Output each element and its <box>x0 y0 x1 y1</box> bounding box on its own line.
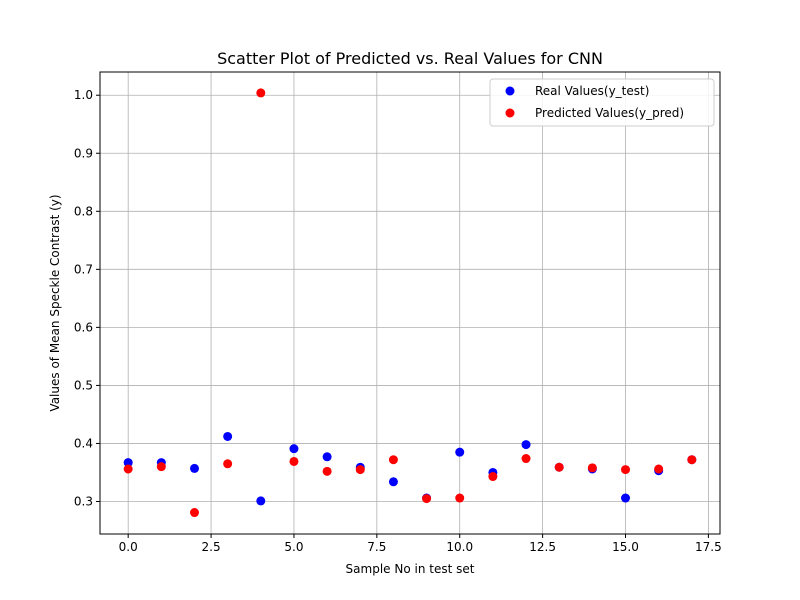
y-tick-label: 1.0 <box>74 88 93 102</box>
x-tick-label: 7.5 <box>367 540 386 554</box>
predicted-value-point <box>587 463 597 473</box>
real-value-point <box>322 452 332 462</box>
predicted-value-point <box>223 459 233 469</box>
predicted-value-point <box>554 462 564 472</box>
real-value-point <box>256 496 266 506</box>
y-tick-label: 0.7 <box>74 262 93 276</box>
y-tick-label: 0.4 <box>74 436 93 450</box>
y-tick-label: 0.5 <box>74 378 93 392</box>
y-tick-label: 0.8 <box>74 204 93 218</box>
predicted-value-point <box>621 465 631 475</box>
data-points <box>123 88 697 518</box>
y-tick-label: 0.3 <box>74 494 93 508</box>
y-tick-label: 0.9 <box>74 146 93 160</box>
predicted-value-point <box>388 455 398 465</box>
predicted-value-point <box>156 462 166 472</box>
real-value-point <box>223 431 233 441</box>
predicted-value-point <box>521 454 531 464</box>
real-value-point <box>189 463 199 473</box>
predicted-value-point <box>455 493 465 503</box>
x-tick-label: 2.5 <box>202 540 221 554</box>
grid-lines <box>100 72 720 534</box>
plot-frame <box>99 71 721 535</box>
predicted-value-point <box>256 88 266 98</box>
predicted-value-point <box>654 464 664 474</box>
real-value-point <box>388 477 398 487</box>
legend-marker-predicted <box>505 108 515 118</box>
legend: Real Values(y_test) Predicted Values(y_p… <box>489 78 715 127</box>
y-axis-label: Values of Mean Speckle Contrast (y) <box>48 194 62 411</box>
predicted-value-point <box>422 494 432 504</box>
y-axis-ticks: 0.3 0.4 0.5 0.6 0.7 0.8 0.9 1.0 <box>74 88 100 508</box>
predicted-value-point <box>123 464 133 474</box>
predicted-value-point <box>355 465 365 475</box>
predicted-value-point <box>687 455 697 465</box>
x-axis-label: Sample No in test set <box>346 562 475 576</box>
series-predicted <box>123 88 697 518</box>
predicted-value-point <box>189 508 199 518</box>
x-tick-label: 0.0 <box>119 540 138 554</box>
x-tick-label: 15.0 <box>612 540 639 554</box>
real-value-point <box>123 458 133 468</box>
x-tick-label: 10.0 <box>446 540 473 554</box>
series-real <box>123 431 697 506</box>
legend-label-real: Real Values(y_test) <box>535 84 649 98</box>
legend-marker-real <box>505 86 515 96</box>
predicted-value-point <box>289 456 299 466</box>
real-value-point <box>289 444 299 454</box>
x-axis-ticks: 0.0 2.5 5.0 7.5 10.0 12.5 15.0 17.5 <box>119 534 722 554</box>
x-tick-label: 12.5 <box>529 540 556 554</box>
chart-title: Scatter Plot of Predicted vs. Real Value… <box>217 49 603 68</box>
real-value-point <box>521 440 531 450</box>
real-value-point <box>621 493 631 503</box>
predicted-value-point <box>488 472 498 482</box>
y-tick-label: 0.6 <box>74 320 93 334</box>
x-tick-label: 5.0 <box>284 540 303 554</box>
real-value-point <box>455 447 465 457</box>
x-tick-label: 17.5 <box>695 540 722 554</box>
legend-label-predicted: Predicted Values(y_pred) <box>535 106 684 120</box>
legend-box <box>489 78 715 127</box>
predicted-value-point <box>322 466 332 476</box>
